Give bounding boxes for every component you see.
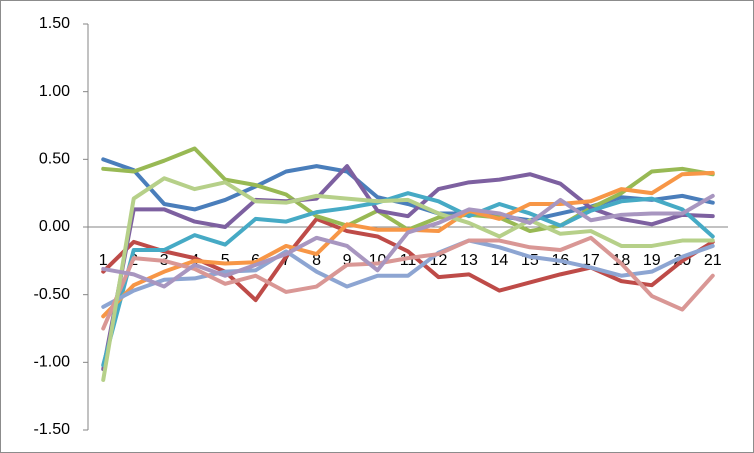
- y-tick-label: -1.00: [34, 354, 71, 371]
- series-line: [101, 191, 715, 368]
- x-tick-label: 5: [221, 252, 230, 269]
- series-line: [101, 235, 715, 331]
- x-tick-label: 1: [99, 252, 108, 269]
- y-tick-label: -0.50: [34, 286, 71, 303]
- series-line: [101, 170, 715, 319]
- x-tick-label: 7: [282, 252, 291, 269]
- y-tick-label: -1.50: [34, 421, 71, 438]
- y-tick-label: 1.00: [39, 83, 70, 100]
- y-tick-label: 0.50: [39, 151, 70, 168]
- y-tick-label: 0.00: [39, 218, 70, 235]
- x-tick-label: 18: [612, 252, 630, 269]
- series-line: [101, 176, 715, 382]
- series-line: [101, 157, 715, 223]
- series-line: [101, 193, 715, 289]
- x-tick-label: 19: [643, 252, 661, 269]
- x-tick-label: 8: [312, 252, 321, 269]
- x-tick-label: 14: [491, 252, 509, 269]
- x-tick-label: 9: [343, 252, 352, 269]
- x-tick-label: 13: [460, 252, 478, 269]
- y-tick-label: 1.50: [39, 15, 70, 32]
- series-line: [101, 238, 715, 309]
- x-tick-label: 21: [704, 252, 722, 269]
